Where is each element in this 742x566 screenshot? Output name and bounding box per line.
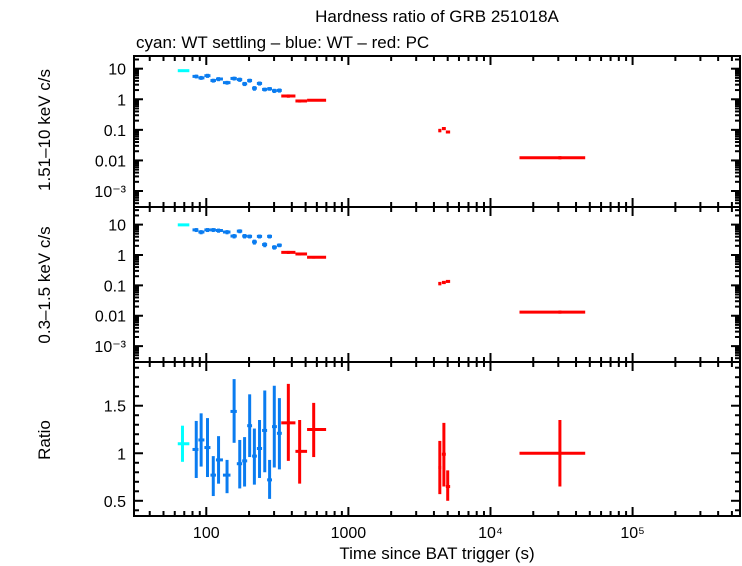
y-tick-label: 0.1 (104, 123, 126, 140)
y-tick-label: 1 (117, 446, 126, 463)
y-tick-label: 0.01 (95, 153, 126, 170)
y-tick-label: 1 (117, 248, 126, 265)
x-axis-label: Time since BAT trigger (s) (339, 544, 534, 563)
y-axis-label-ratio: Ratio (35, 420, 54, 460)
y-tick-label: 0.1 (104, 278, 126, 295)
x-tick-label: 10⁴ (478, 525, 503, 542)
y-tick-label: 10 (108, 218, 126, 235)
chart-subtitle: cyan: WT settling – blue: WT – red: PC (136, 33, 429, 52)
y-tick-label: 1.5 (104, 399, 126, 416)
y-axis-label-hard: 1.51–10 keV c/s (35, 69, 54, 191)
y-axis-label-soft: 0.3–1.5 keV c/s (35, 226, 54, 343)
y-tick-label: 0.01 (95, 309, 126, 326)
panel-frame (133, 55, 741, 208)
y-tick-label: 10 (108, 62, 126, 79)
x-tick-label: 10⁵ (620, 525, 644, 542)
chart-title: Hardness ratio of GRB 251018A (315, 7, 559, 26)
x-tick-label: 100 (193, 525, 220, 542)
y-tick-label: 0.5 (104, 494, 126, 511)
y-tick-label: 10⁻³ (94, 339, 126, 356)
x-tick-label: 1000 (331, 525, 367, 542)
panel-frame (133, 361, 741, 517)
panel-frame (133, 206, 741, 363)
y-tick-label: 1 (117, 92, 126, 109)
y-tick-label: 10⁻³ (94, 184, 126, 201)
